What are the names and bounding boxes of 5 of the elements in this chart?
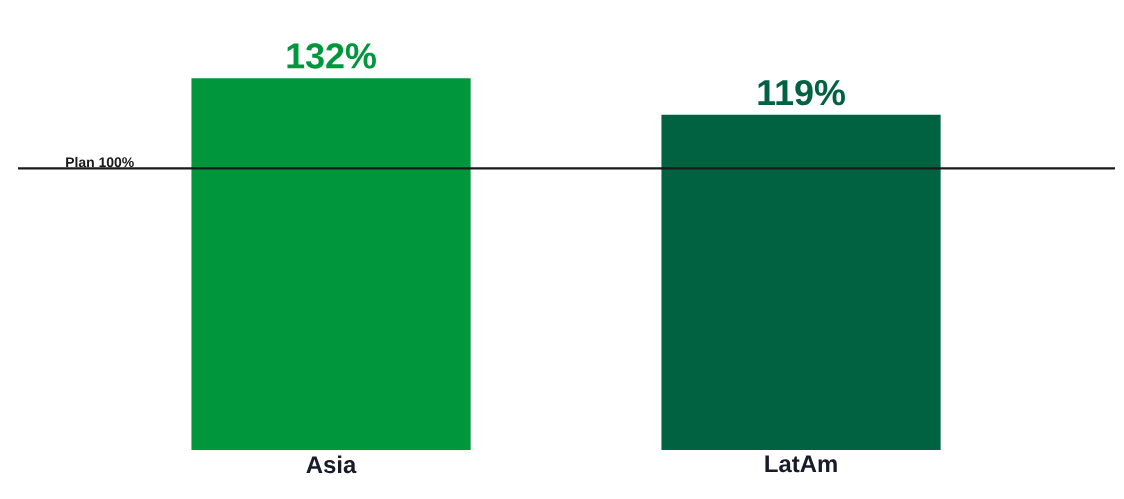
ref-line-label: Plan 100% xyxy=(66,156,134,168)
data-label: 132% xyxy=(287,43,376,69)
data-label: 119% xyxy=(758,79,845,106)
x-tick-label: LatAm xyxy=(765,455,837,473)
x-tick-label: Asia xyxy=(306,455,357,474)
